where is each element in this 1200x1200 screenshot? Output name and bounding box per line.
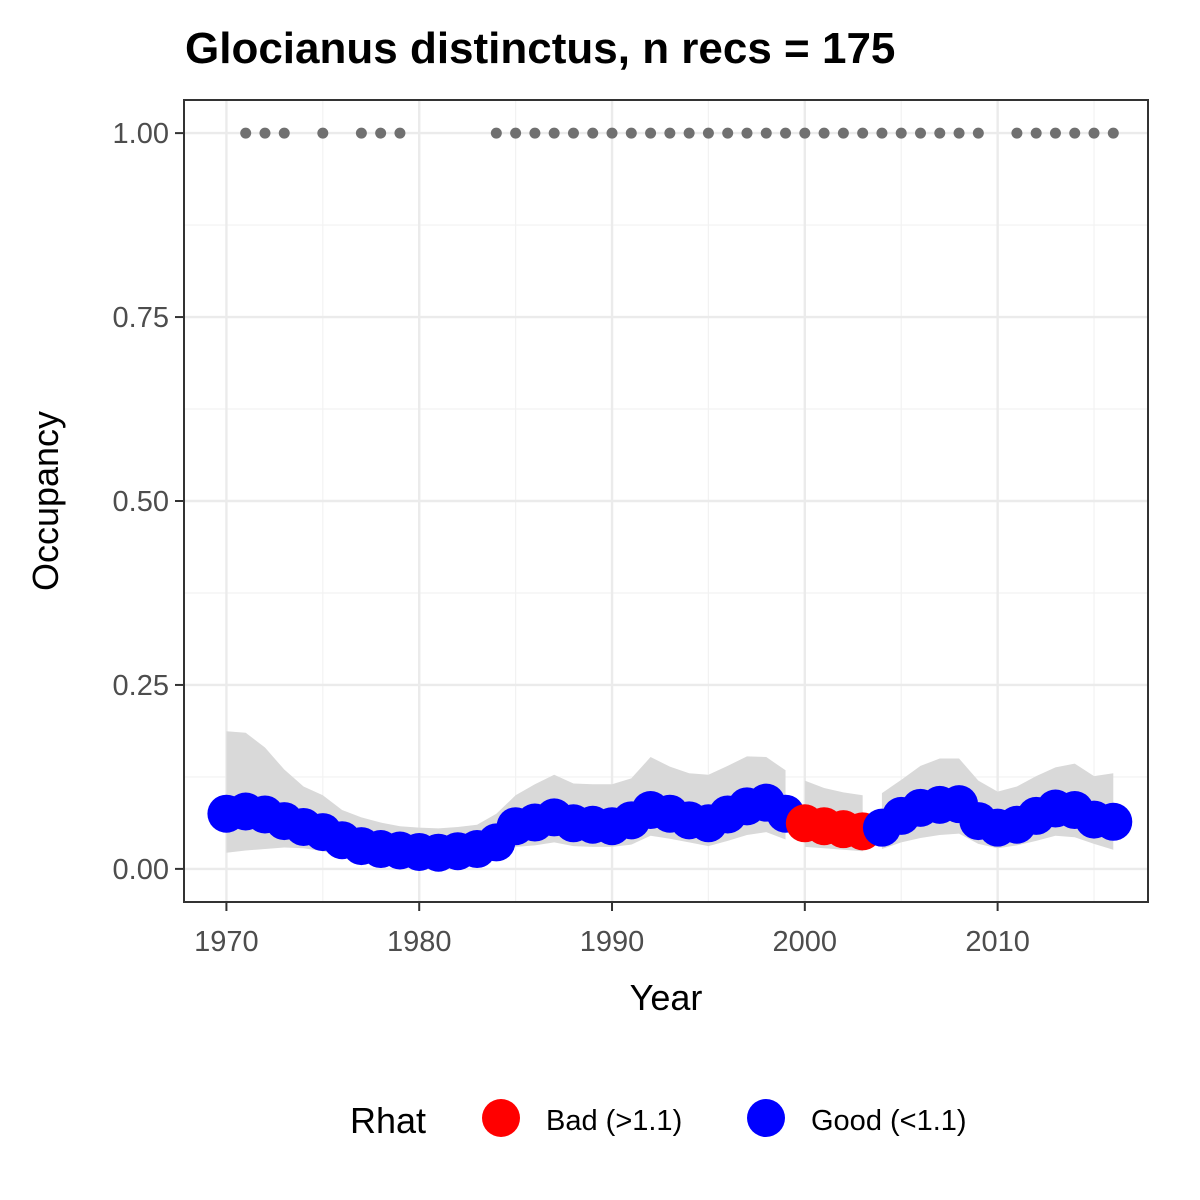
record-marker bbox=[741, 127, 753, 139]
x-axis-title: Year bbox=[630, 977, 703, 1018]
record-marker bbox=[683, 127, 695, 139]
x-tick-label: 2010 bbox=[965, 926, 1030, 958]
record-markers bbox=[240, 127, 1119, 139]
record-marker bbox=[240, 127, 252, 139]
record-marker bbox=[645, 127, 657, 139]
y-tick-label: 0.75 bbox=[113, 302, 169, 334]
y-tick-label: 0.00 bbox=[113, 854, 169, 886]
record-marker bbox=[625, 127, 637, 139]
record-marker bbox=[1088, 127, 1100, 139]
record-marker bbox=[953, 127, 965, 139]
record-marker bbox=[760, 127, 772, 139]
x-tick-label: 1970 bbox=[194, 926, 259, 958]
record-marker bbox=[1011, 127, 1023, 139]
record-marker bbox=[702, 127, 714, 139]
legend-key-bad bbox=[482, 1099, 520, 1137]
record-marker bbox=[1030, 127, 1042, 139]
record-marker bbox=[972, 127, 984, 139]
record-marker bbox=[818, 127, 830, 139]
record-marker bbox=[510, 127, 522, 139]
record-marker bbox=[1049, 127, 1061, 139]
record-marker bbox=[278, 127, 290, 139]
record-marker bbox=[895, 127, 907, 139]
record-marker bbox=[587, 127, 599, 139]
record-marker bbox=[375, 127, 387, 139]
y-tick-label: 0.25 bbox=[113, 670, 169, 702]
record-marker bbox=[567, 127, 579, 139]
record-marker bbox=[876, 127, 888, 139]
record-marker bbox=[857, 127, 869, 139]
record-marker bbox=[1069, 127, 1081, 139]
record-marker bbox=[259, 127, 271, 139]
record-marker bbox=[914, 127, 926, 139]
y-tick-label: 0.50 bbox=[113, 486, 169, 518]
record-marker bbox=[837, 127, 849, 139]
record-marker bbox=[548, 127, 560, 139]
axis-ticks: 1970 1980 1990 2000 2010 0.00 0.25 0.50 0.75 1.00 bbox=[113, 118, 1030, 958]
record-marker bbox=[1107, 127, 1119, 139]
record-marker bbox=[606, 127, 618, 139]
record-marker bbox=[355, 127, 367, 139]
record-marker bbox=[394, 127, 406, 139]
record-marker bbox=[529, 127, 541, 139]
x-tick-label: 2000 bbox=[773, 926, 838, 958]
record-marker bbox=[722, 127, 734, 139]
y-axis-title: Occupancy bbox=[25, 411, 66, 591]
legend-label-bad: Bad (>1.1) bbox=[546, 1105, 682, 1137]
chart-title: Glocianus distinctus, n recs = 175 bbox=[185, 24, 895, 73]
x-tick-label: 1990 bbox=[580, 926, 645, 958]
x-tick-label: 1980 bbox=[387, 926, 452, 958]
record-marker bbox=[780, 127, 792, 139]
record-marker bbox=[317, 127, 329, 139]
legend-title: Rhat bbox=[350, 1100, 426, 1141]
occupancy-point bbox=[1094, 802, 1133, 841]
record-marker bbox=[490, 127, 502, 139]
record-marker bbox=[934, 127, 946, 139]
legend: Rhat Bad (>1.1) Good (<1.1) bbox=[350, 1099, 967, 1141]
record-marker bbox=[799, 127, 811, 139]
legend-label-good: Good (<1.1) bbox=[811, 1105, 967, 1137]
y-tick-label: 1.00 bbox=[113, 118, 169, 150]
legend-key-good bbox=[747, 1099, 785, 1137]
record-marker bbox=[664, 127, 676, 139]
occupancy-points bbox=[207, 783, 1133, 872]
